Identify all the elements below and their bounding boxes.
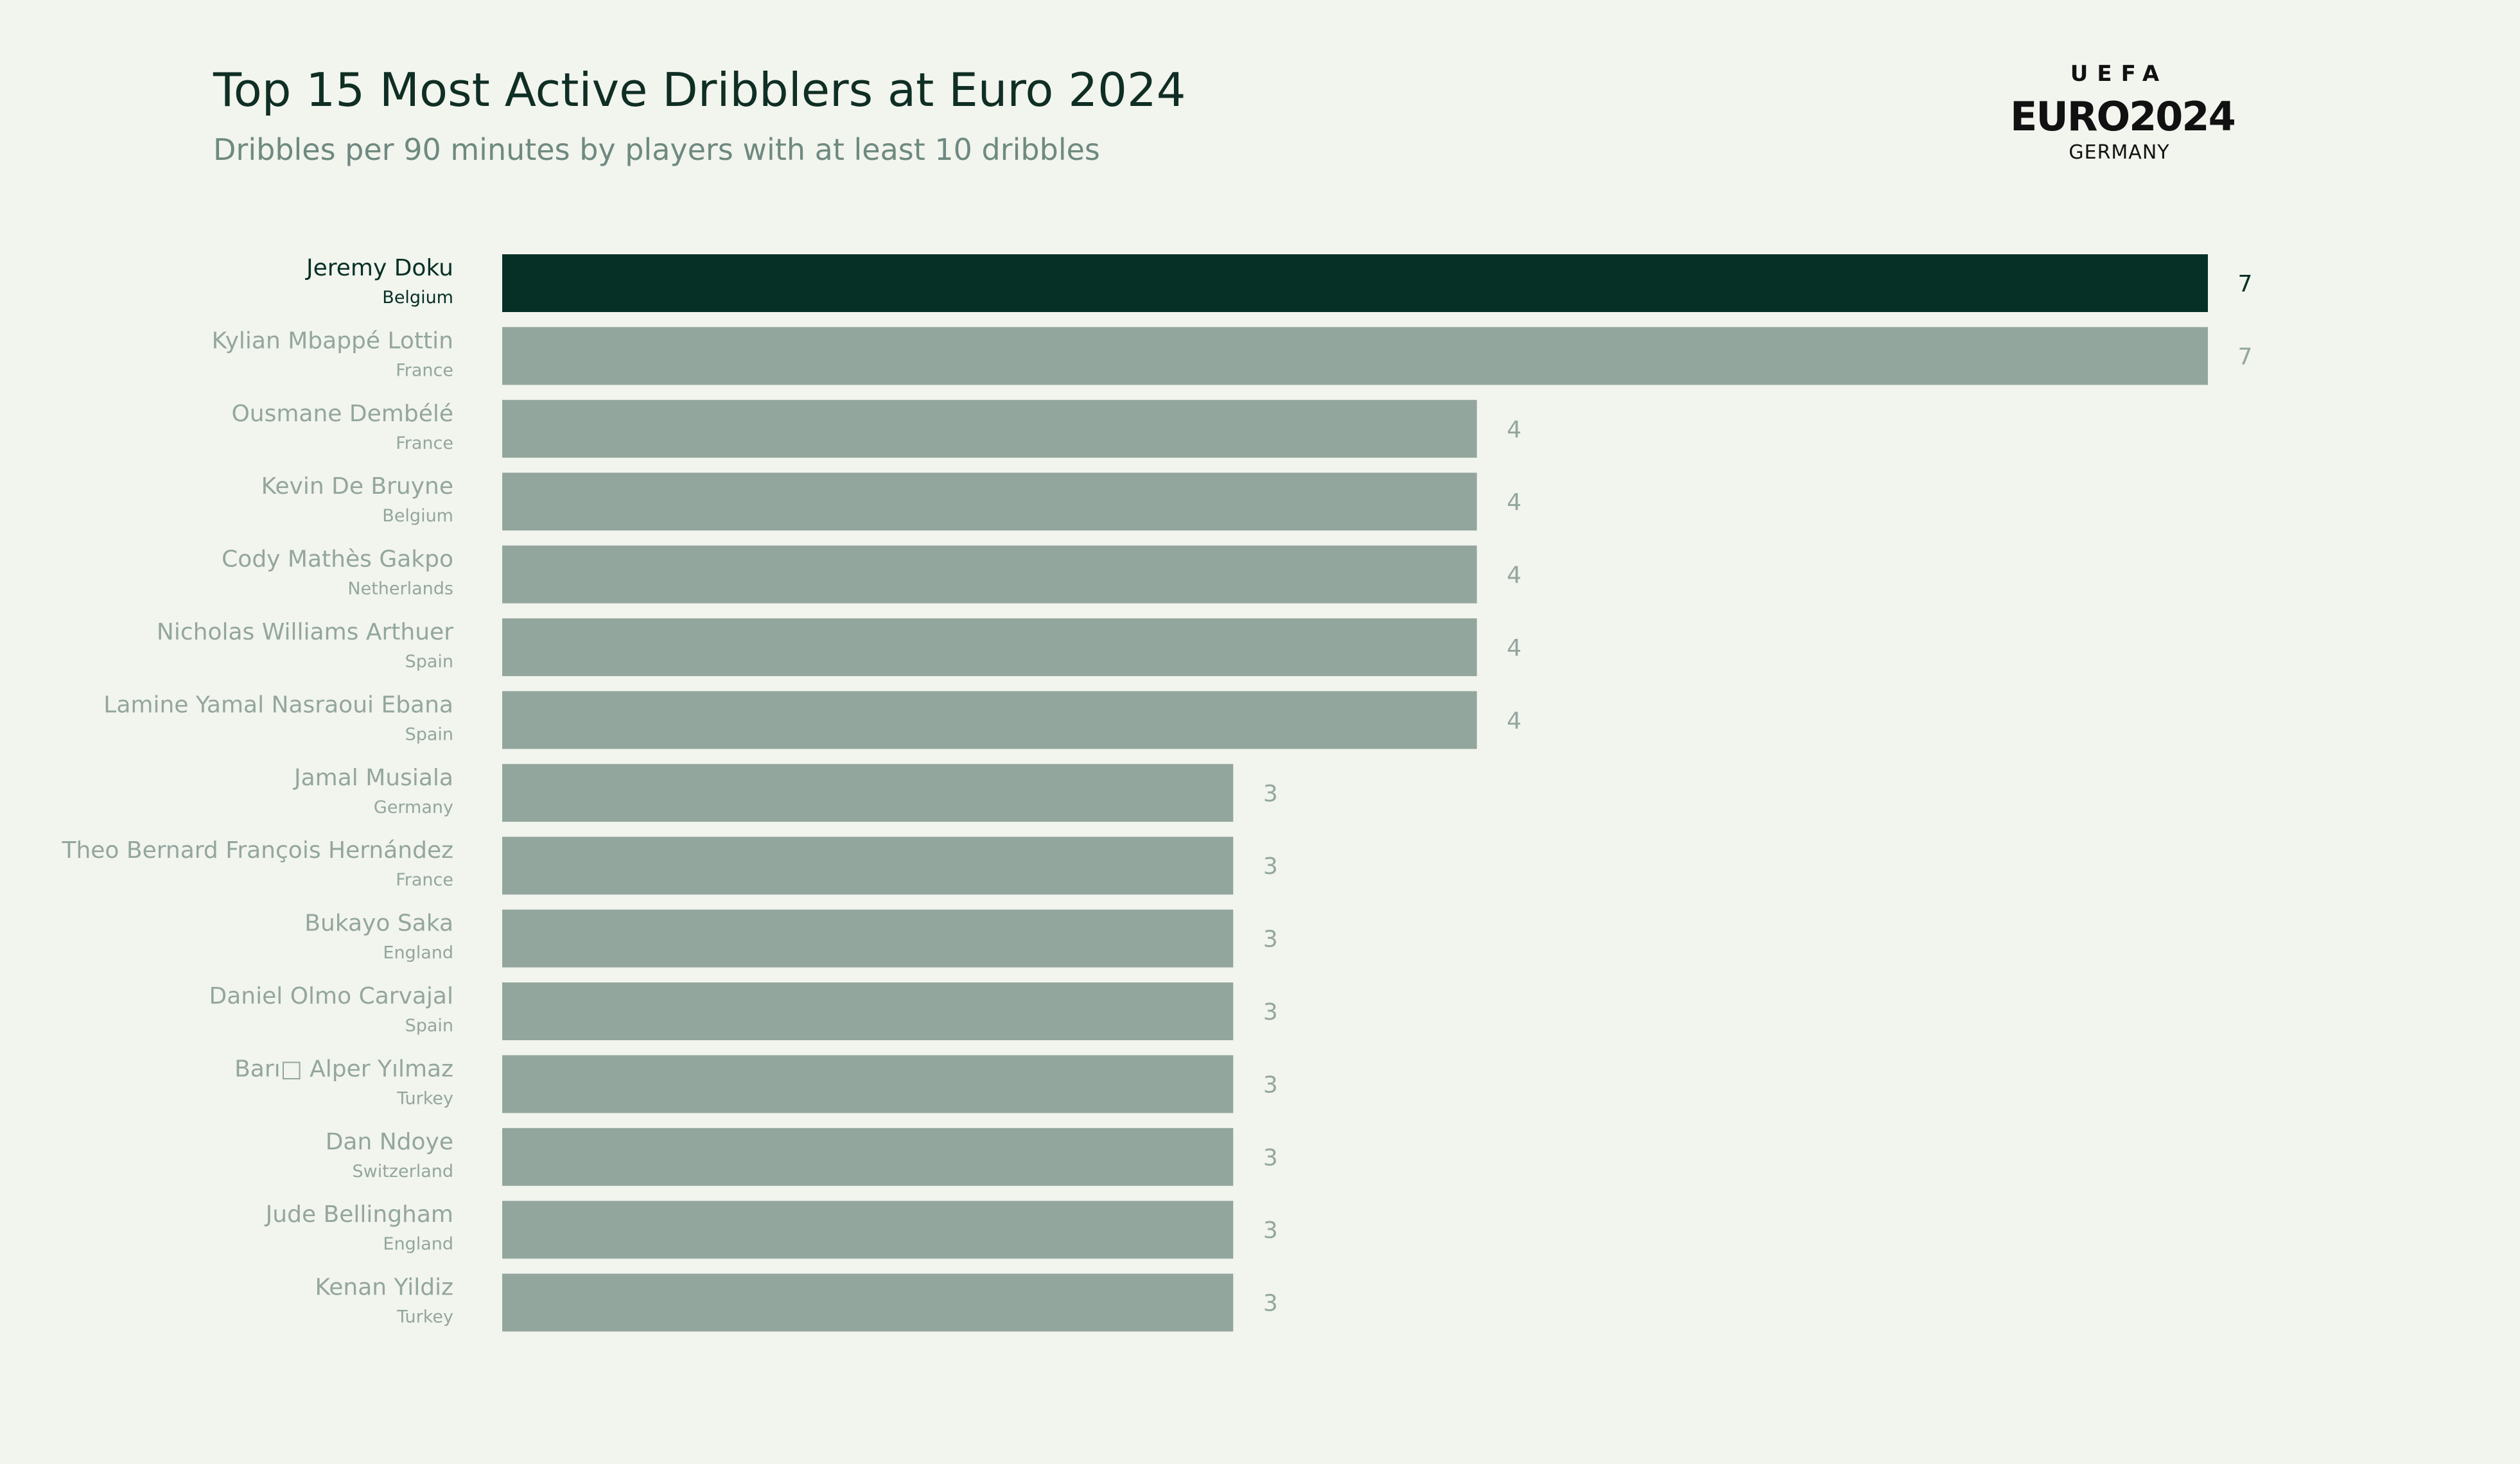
value-label: 3 xyxy=(1263,781,1278,807)
bar-group: Ousmane Dembélé France 4 xyxy=(231,399,1521,458)
euro2024-logo: UEFA EURO2024 GERMANY xyxy=(2010,61,2236,170)
logo-euro-text: EURO2024 xyxy=(2010,93,2236,140)
country-label: Netherlands xyxy=(347,579,453,599)
country-label: England xyxy=(383,943,453,963)
bar-group: Kevin De Bruyne Belgium 4 xyxy=(261,473,1521,531)
player-name-label: Ousmane Dembélé xyxy=(231,401,453,427)
player-name-label: Jamal Musiala xyxy=(293,765,453,791)
country-label: Spain xyxy=(405,652,453,672)
bar-group: Jude Bellingham England 3 xyxy=(265,1201,1278,1259)
bar xyxy=(502,1273,1234,1332)
player-name-label: Cody Mathès Gakpo xyxy=(222,546,453,573)
country-label: France xyxy=(396,360,453,380)
value-label: 3 xyxy=(1263,853,1278,880)
country-label: Spain xyxy=(405,1016,453,1036)
player-name-label: Lamine Yamal Nasraoui Ebana xyxy=(103,692,453,718)
value-label: 4 xyxy=(1507,489,1521,516)
player-name-label: Jeremy Doku xyxy=(305,255,453,281)
bar xyxy=(502,909,1234,968)
country-label: England xyxy=(383,1234,453,1254)
bar-group: Theo Bernard François Hernández France 3 xyxy=(61,837,1278,895)
bar xyxy=(502,691,1477,749)
value-label: 3 xyxy=(1263,1217,1278,1244)
bar-group: Barı□ Alper Yılmaz Turkey 3 xyxy=(234,1055,1278,1113)
player-name-label: Bukayo Saka xyxy=(304,911,453,937)
bar-group: Cody Mathès Gakpo Netherlands 4 xyxy=(222,545,1521,604)
value-label: 3 xyxy=(1263,927,1278,953)
country-label: France xyxy=(396,870,453,890)
value-label: 4 xyxy=(1507,417,1521,443)
player-name-label: Dan Ndoye xyxy=(326,1129,453,1155)
value-label: 3 xyxy=(1263,1145,1278,1171)
country-label: France xyxy=(396,433,453,453)
country-label: Belgium xyxy=(382,288,453,308)
value-label: 4 xyxy=(1507,708,1521,734)
bar xyxy=(502,545,1477,604)
bar-group: Jamal Musiala Germany 3 xyxy=(293,763,1278,822)
bar-group: Jeremy Doku Belgium 7 xyxy=(305,254,2253,312)
value-label: 3 xyxy=(1263,1291,1278,1317)
player-name-label: Jude Bellingham xyxy=(265,1201,453,1228)
bar xyxy=(502,473,1477,531)
player-name-label: Barı□ Alper Yılmaz xyxy=(234,1056,453,1082)
bar xyxy=(502,837,1234,895)
bar xyxy=(502,618,1477,676)
bar xyxy=(502,982,1234,1040)
chart-subtitle: Dribbles per 90 minutes by players with … xyxy=(213,132,1100,167)
value-label: 7 xyxy=(2238,344,2253,370)
player-name-label: Kevin De Bruyne xyxy=(261,473,453,500)
bar-group: Daniel Olmo Carvajal Spain 3 xyxy=(209,982,1278,1040)
bar-group: Kenan Yildiz Turkey 3 xyxy=(315,1273,1278,1332)
value-label: 4 xyxy=(1507,562,1521,589)
country-label: Turkey xyxy=(396,1307,453,1327)
player-name-label: Theo Bernard François Hernández xyxy=(61,837,453,864)
value-label: 4 xyxy=(1507,635,1521,661)
country-label: Turkey xyxy=(396,1088,453,1108)
bar-group: Lamine Yamal Nasraoui Ebana Spain 4 xyxy=(103,691,1521,749)
logo-uefa-text: UEFA xyxy=(2070,61,2169,87)
bar xyxy=(502,327,2208,385)
bar-group: Kylian Mbappé Lottin France 7 xyxy=(212,327,2253,385)
country-label: Germany xyxy=(374,797,453,817)
player-name-label: Kylian Mbappé Lottin xyxy=(212,327,453,354)
player-name-label: Daniel Olmo Carvajal xyxy=(209,983,454,1009)
logo-country-text: GERMANY xyxy=(2069,141,2170,164)
country-label: Switzerland xyxy=(353,1162,454,1181)
value-label: 7 xyxy=(2238,271,2253,297)
bar-group: Bukayo Saka England 3 xyxy=(304,909,1278,968)
country-label: Spain xyxy=(405,724,453,744)
chart-title: Top 15 Most Active Dribblers at Euro 202… xyxy=(213,63,1186,117)
value-label: 3 xyxy=(1263,999,1278,1025)
bar xyxy=(502,1128,1234,1186)
country-label: Belgium xyxy=(382,506,453,526)
bar xyxy=(502,1201,1234,1259)
bar xyxy=(502,763,1234,822)
player-name-label: Kenan Yildiz xyxy=(315,1275,453,1301)
bar-group: Nicholas Williams Arthuer Spain 4 xyxy=(157,618,1521,676)
player-name-label: Nicholas Williams Arthuer xyxy=(157,619,453,645)
bar xyxy=(502,254,2208,312)
bar-group: Dan Ndoye Switzerland 3 xyxy=(326,1128,1278,1186)
bar xyxy=(502,1055,1234,1113)
bar xyxy=(502,399,1477,458)
value-label: 3 xyxy=(1263,1072,1278,1098)
